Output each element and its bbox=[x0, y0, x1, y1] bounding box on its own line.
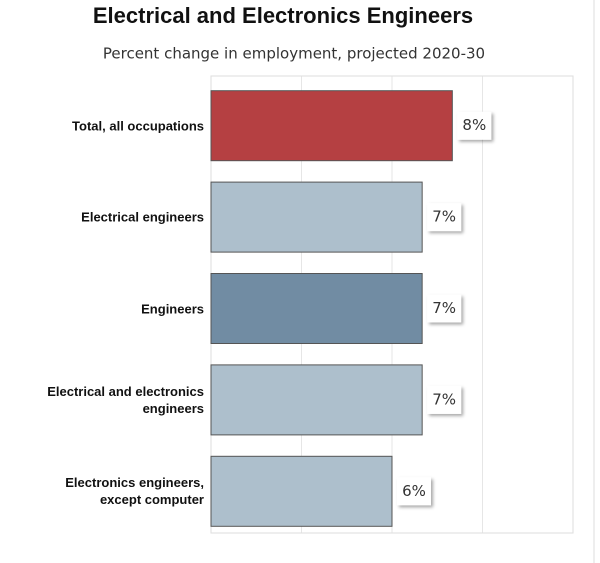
value-label: 7% bbox=[427, 294, 462, 323]
bar bbox=[210, 90, 453, 162]
value-label: 8% bbox=[457, 111, 492, 140]
bar bbox=[210, 455, 393, 527]
value-label-text: 8% bbox=[462, 116, 486, 134]
y-tick-label: Electrical and electronics engineers bbox=[47, 383, 204, 416]
value-label-box bbox=[427, 294, 462, 323]
value-label-text: 7% bbox=[432, 299, 456, 317]
value-label-box bbox=[427, 203, 462, 232]
value-label: 7% bbox=[427, 203, 462, 232]
bar bbox=[210, 364, 423, 436]
value-label-text: 7% bbox=[432, 390, 456, 408]
y-tick-label: Total, all occupations bbox=[72, 118, 204, 134]
chart-subtitle: Percent change in employment, projected … bbox=[103, 45, 485, 63]
value-label-box bbox=[397, 477, 431, 506]
value-label-text: 7% bbox=[432, 208, 456, 226]
value-label-box bbox=[457, 111, 492, 140]
y-tick-label: Electronics engineers, except computer bbox=[65, 475, 204, 508]
y-tick-label: Electrical engineers bbox=[81, 209, 204, 225]
y-tick-label: Engineers bbox=[141, 301, 204, 316]
bar bbox=[210, 273, 423, 344]
chart-title: Electrical and Electronics Engineers bbox=[93, 3, 473, 28]
value-label-text: 6% bbox=[402, 482, 426, 500]
value-label-box bbox=[427, 385, 462, 414]
value-label: 6% bbox=[397, 477, 431, 506]
bar bbox=[210, 181, 423, 253]
value-label: 7% bbox=[427, 385, 462, 414]
